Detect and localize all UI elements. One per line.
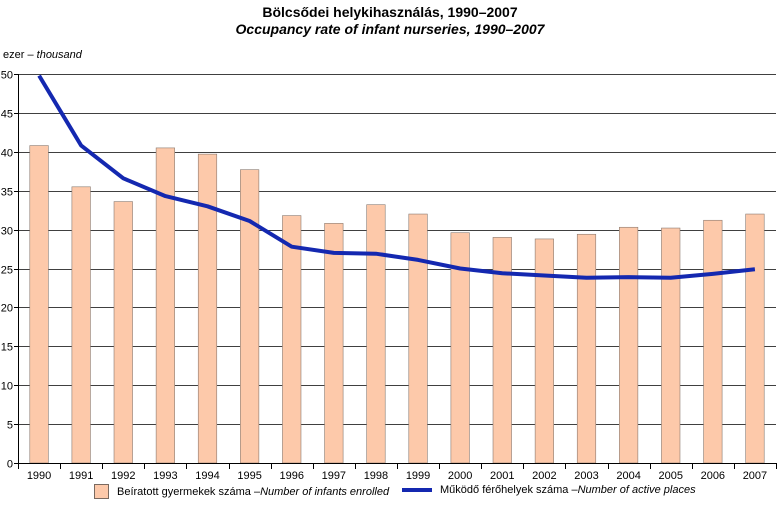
x-tick-label-1990: 1990 — [27, 470, 51, 482]
y-tick-label: 30 — [1, 226, 13, 238]
x-tick-label-1991: 1991 — [69, 470, 93, 482]
unit-en: thousand — [36, 49, 82, 61]
x-tick-label-1998: 1998 — [364, 470, 388, 482]
legend: Beíratott gyermekek száma – Number of in… — [0, 484, 780, 504]
y-tick-label: 15 — [1, 342, 13, 354]
bar-enrolled-1990 — [29, 145, 49, 464]
x-tick-label-2006: 2006 — [701, 470, 725, 482]
bar-enrolled-1995 — [240, 169, 260, 464]
y-tick-label: 40 — [1, 148, 13, 160]
bar-enrolled-2007 — [745, 213, 765, 464]
x-tick-label-1999: 1999 — [406, 470, 430, 482]
bar-enrolled-1994 — [197, 153, 218, 464]
y-tick-label: 50 — [1, 70, 13, 82]
unit-hu: ezer – — [3, 49, 37, 61]
x-tick-label-2004: 2004 — [616, 470, 640, 482]
x-tick-label-2007: 2007 — [743, 470, 767, 482]
x-tick-label-2001: 2001 — [490, 470, 514, 482]
y-tick-label: 0 — [7, 459, 13, 471]
x-tick-label-1992: 1992 — [111, 470, 135, 482]
bar-enrolled-2005 — [661, 227, 681, 464]
bar-enrolled-1997 — [324, 223, 344, 464]
legend-item-places: Működő férőhelyek száma – Number of acti… — [402, 484, 696, 496]
bar-enrolled-1999 — [408, 213, 428, 464]
x-tick-label-2003: 2003 — [574, 470, 598, 482]
line-active-places — [37, 74, 756, 280]
x-tick-label-2005: 2005 — [658, 470, 682, 482]
chart-subtitle: Occupancy rate of infant nurseries, 1990… — [235, 21, 545, 37]
x-tick-label-1997: 1997 — [322, 470, 346, 482]
y-tick-label: 20 — [1, 303, 13, 315]
y-tick-label: 25 — [1, 265, 13, 277]
x-tick-label-1996: 1996 — [279, 470, 303, 482]
bar-enrolled-1996 — [282, 215, 302, 464]
legend-swatch-bar — [94, 484, 109, 499]
legend-swatch-line — [402, 488, 432, 492]
bar-enrolled-2006 — [703, 219, 723, 464]
legend-label-enrolled-en: Number of infants enrolled — [260, 485, 390, 498]
x-tick-label-1995: 1995 — [237, 470, 261, 482]
legend-label-places-hu: Működő férőhelyek száma – — [440, 484, 578, 496]
legend-label-places-en: Number of active places — [577, 484, 696, 496]
chart-canvas: 0 5 10 15 20 25 30 35 40 45 50 1990 1991 1992 1993 1994… — [1, 70, 777, 482]
x-tick-label-1993: 1993 — [153, 470, 177, 482]
y-tick-label: 35 — [1, 187, 13, 199]
y-tick-label: 5 — [7, 420, 13, 432]
bar-enrolled-2004 — [619, 226, 639, 464]
bar-enrolled-2003 — [576, 233, 597, 464]
y-tick-label: 45 — [1, 109, 13, 121]
bar-enrolled-1998 — [366, 204, 386, 464]
legend-item-enrolled: Beíratott gyermekek száma – Number of in… — [94, 484, 389, 499]
legend-label-enrolled-hu: Beíratott gyermekek száma – — [117, 485, 261, 498]
y-tick-label: 10 — [1, 381, 13, 393]
bar-enrolled-2002 — [534, 238, 554, 464]
x-tick-label-2002: 2002 — [532, 470, 556, 482]
x-tick-label-1994: 1994 — [195, 470, 219, 482]
y-axis-unit-label: ezer – thousand — [3, 49, 82, 61]
bar-enrolled-1991 — [71, 186, 91, 464]
chart-title: Bölcsődei helykihasználás, 1990–2007 — [262, 4, 518, 20]
x-tick-label-2000: 2000 — [448, 470, 472, 482]
bar-enrolled-1992 — [113, 201, 133, 464]
